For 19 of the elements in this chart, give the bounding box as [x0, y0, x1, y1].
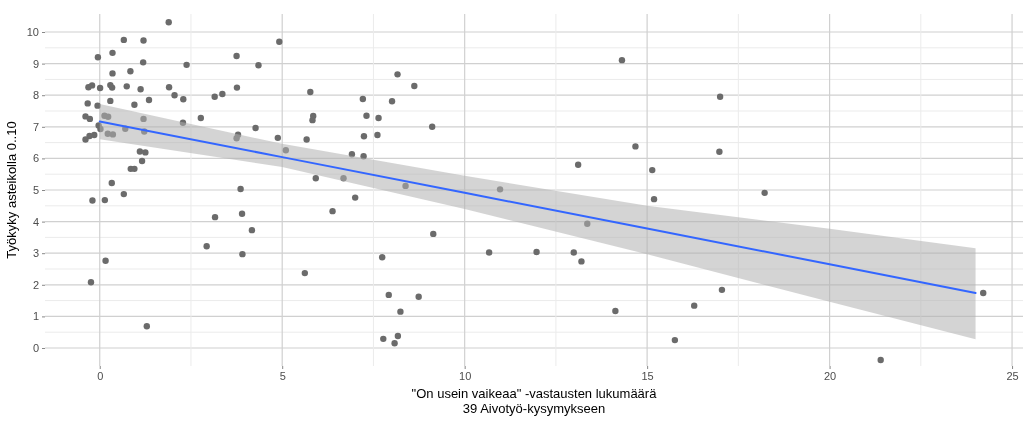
y-tick-label: 6 [32, 152, 39, 165]
x-tick-label: 20 [823, 369, 837, 382]
y-tick-label: 5 [32, 184, 39, 197]
y-tick-label: 3 [32, 247, 39, 260]
x-tick-label: 25 [1006, 369, 1019, 382]
x-tick-label: 15 [641, 369, 654, 382]
y-tick-label: 0 [32, 342, 39, 355]
y-tick-label: 10 [26, 26, 39, 39]
x-tick-label: 10 [459, 369, 472, 382]
y-tick-label: 4 [32, 215, 39, 228]
y-tick-label: 9 [32, 57, 39, 70]
y-axis-title: Työkyky asteikolla 0..10 [4, 121, 19, 259]
y-tick-label: 7 [32, 120, 39, 133]
y-tick-label: 8 [32, 89, 39, 102]
x-tick-label: 0 [97, 369, 104, 382]
y-tick-label: 1 [32, 310, 39, 323]
y-tick-label: 2 [32, 278, 39, 291]
x-tick-label: 5 [279, 369, 286, 382]
x-axis-title: "On usein vaikeaa" -vastausten lukumäärä 39 Aivotyö-kysymykseen [411, 386, 658, 416]
